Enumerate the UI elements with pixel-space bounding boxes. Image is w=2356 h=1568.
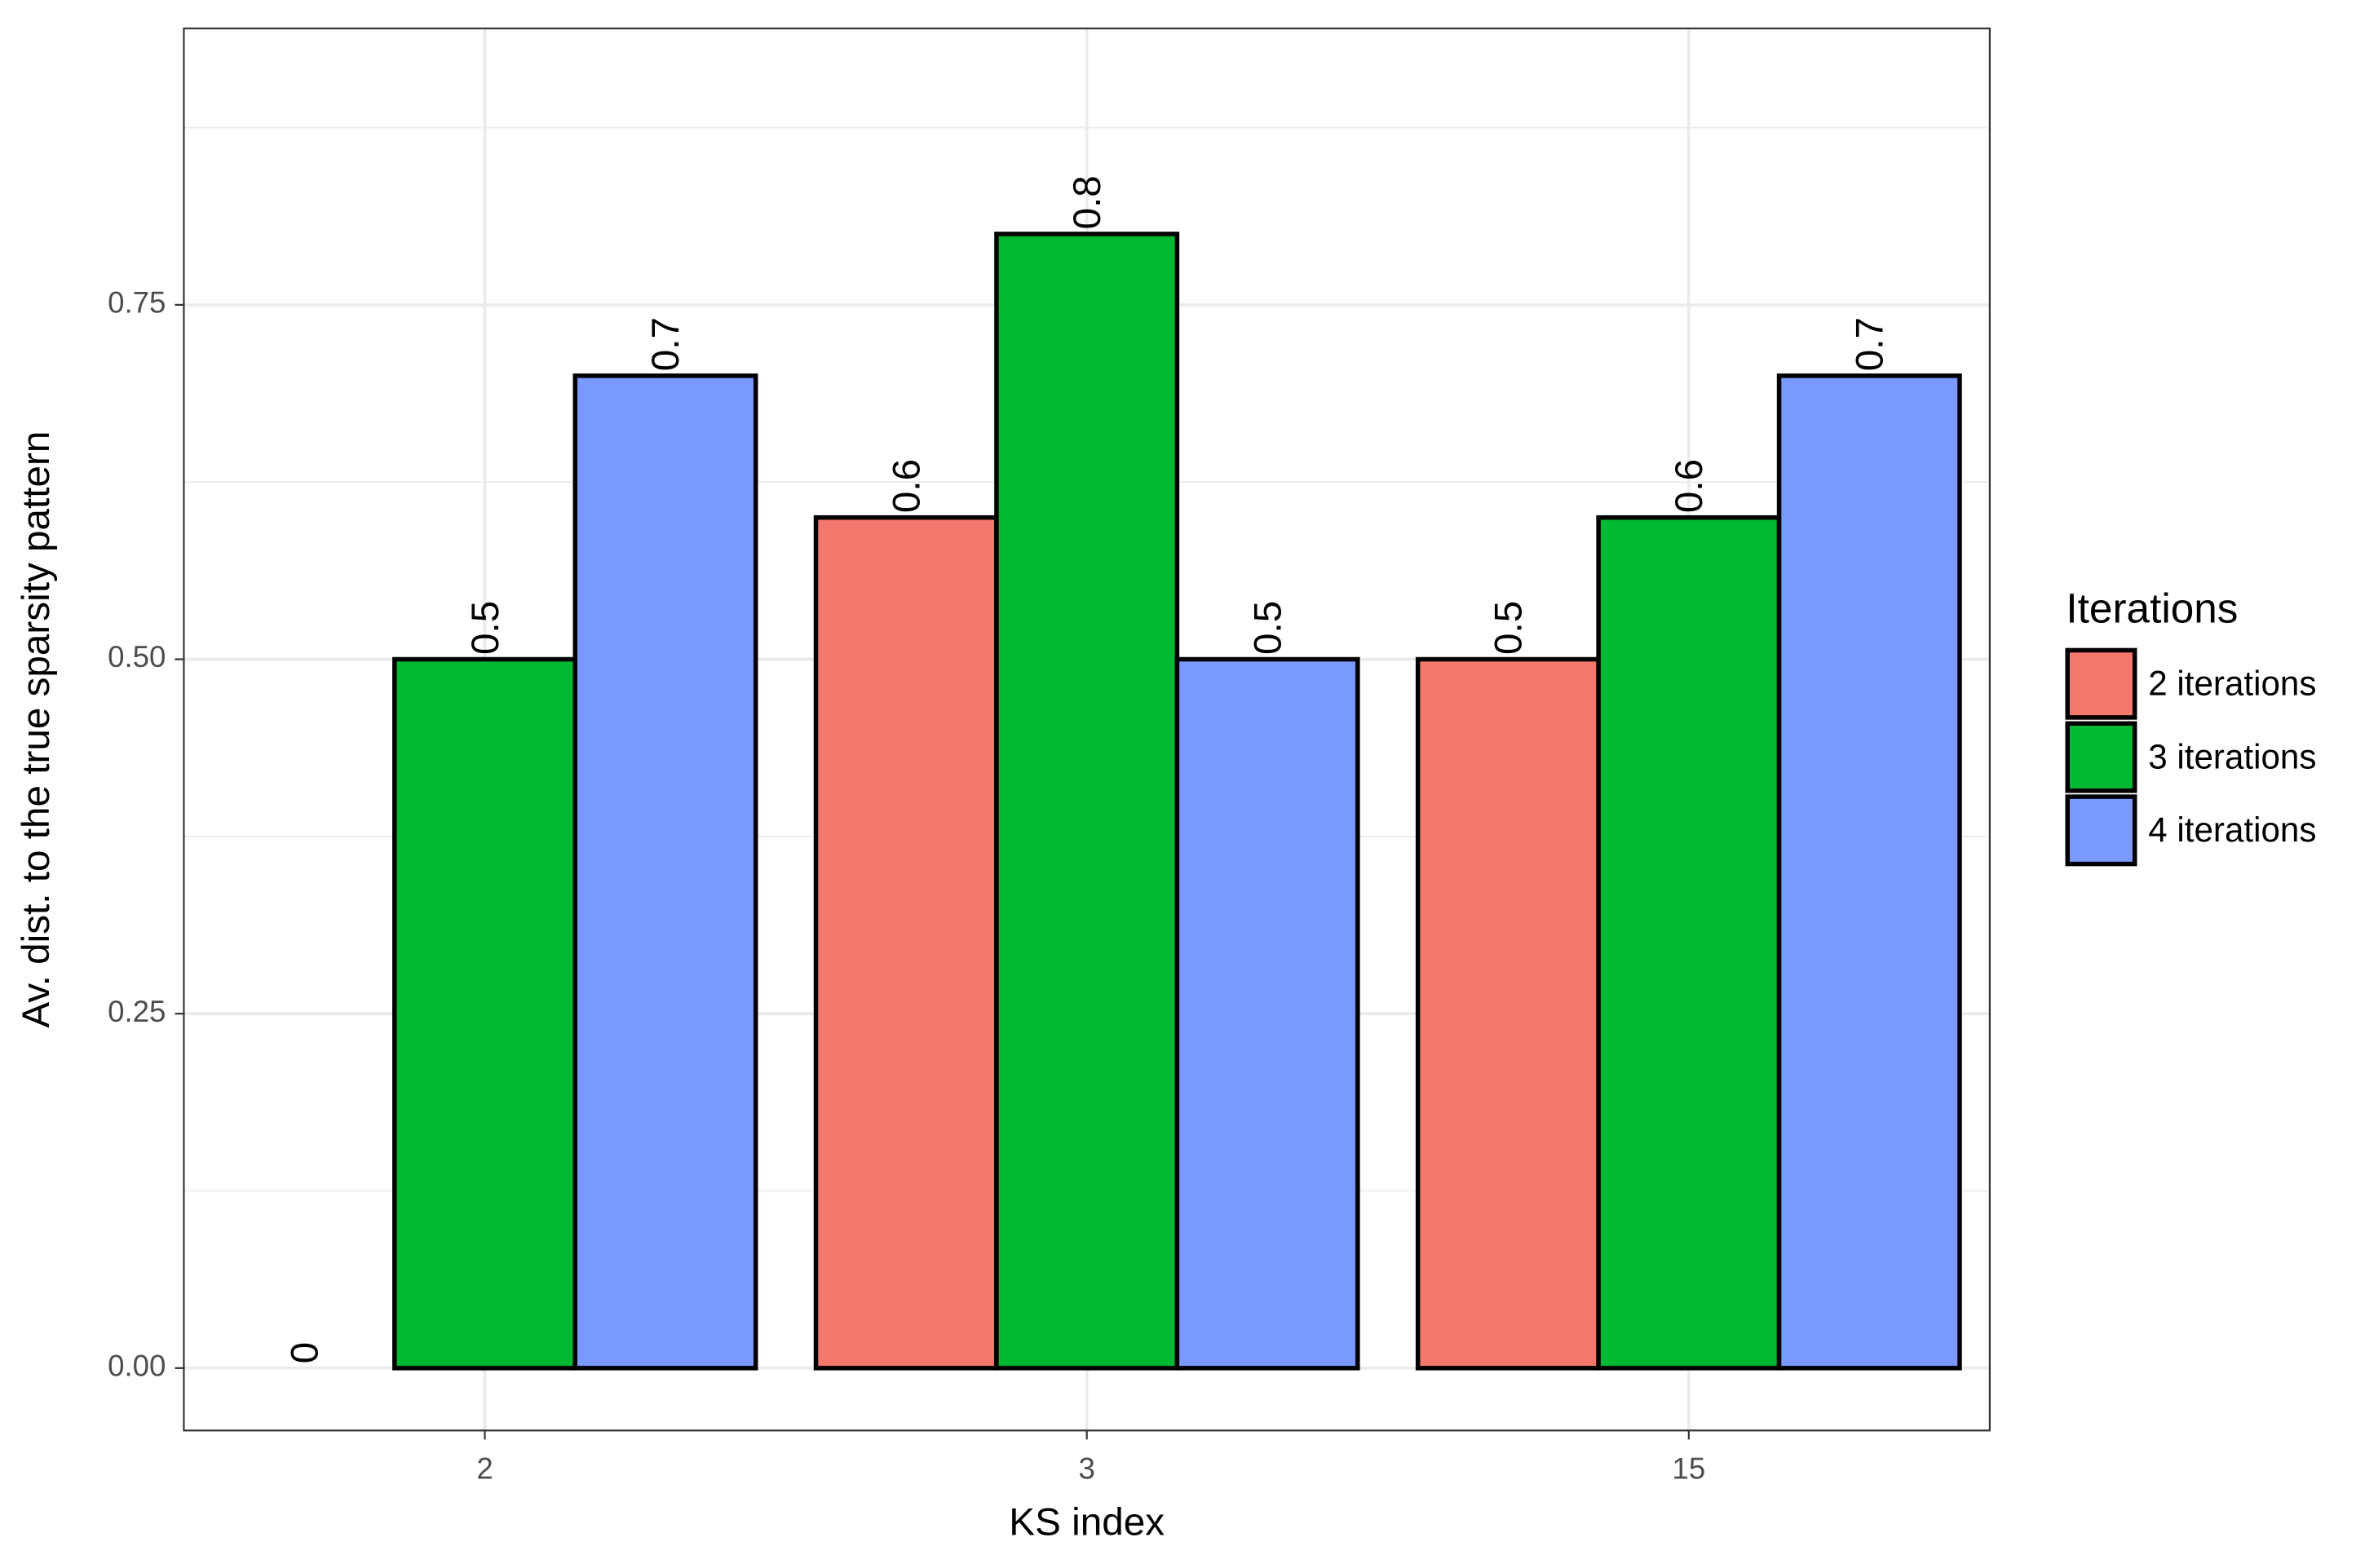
- legend-key: [2065, 721, 2137, 793]
- y-tick-label: 0.75: [108, 286, 166, 320]
- legend: 2 iterations 3 iterations 4 iterations: [2065, 647, 2316, 867]
- value-label: 0.5: [464, 601, 507, 655]
- value-label: 0.5: [1246, 601, 1289, 655]
- y-tick-label: 0.50: [108, 640, 166, 674]
- bar: [572, 373, 758, 1371]
- bar: [1776, 373, 1962, 1371]
- legend-label: 2 iterations: [2148, 665, 2316, 703]
- bar: [994, 232, 1180, 1371]
- marks: 0 0.6 0.5 0.5 0.8 0.6 0.7 0.5 0.7: [283, 175, 1962, 1371]
- bar: [1174, 656, 1360, 1371]
- legend-key: [2065, 647, 2137, 720]
- bar: [1415, 656, 1601, 1371]
- legend-label: 3 iterations: [2148, 737, 2316, 775]
- x-tick-label: 15: [1672, 1452, 1705, 1486]
- value-label: 0.6: [1668, 459, 1711, 513]
- y-tick-label: 0.25: [108, 995, 166, 1028]
- bar: [392, 656, 577, 1371]
- x-tick-label: 3: [1078, 1452, 1094, 1486]
- value-label: 0.5: [1487, 601, 1531, 655]
- value-label: 0.7: [1849, 317, 1892, 371]
- bar: [813, 515, 999, 1371]
- value-label: 0: [283, 1342, 326, 1364]
- bar: [1596, 515, 1782, 1371]
- legend-key: [2065, 794, 2137, 867]
- y-axis-title: Av. dist. to the true sparsity pattern: [15, 431, 58, 1028]
- value-label: 0.6: [885, 459, 928, 513]
- legend-label: 4 iterations: [2148, 811, 2316, 849]
- x-tick-label: 2: [476, 1452, 493, 1486]
- y-tick-label: 0.00: [108, 1349, 166, 1383]
- x-axis-title: KS index: [1009, 1500, 1165, 1544]
- legend-title: Iterations: [2066, 585, 2238, 631]
- value-label: 0.7: [644, 317, 687, 371]
- value-label: 0.8: [1066, 175, 1109, 229]
